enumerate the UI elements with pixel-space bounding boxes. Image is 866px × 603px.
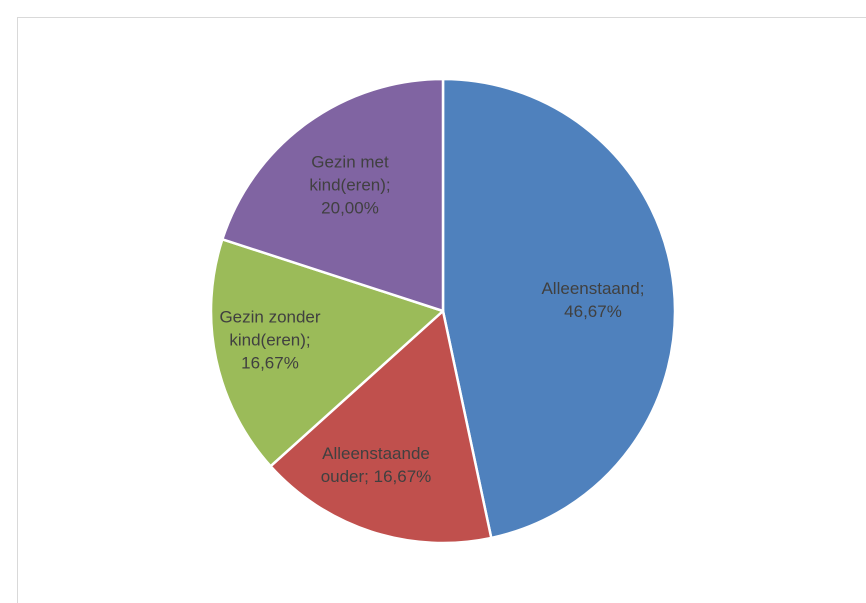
pie-slice [209, 238, 445, 468]
category-name: Alleenstaand [541, 279, 640, 298]
label-separator: ; [364, 467, 369, 486]
category-name: Gezin met kind(eren) [309, 152, 389, 195]
pie-slice [441, 77, 677, 540]
category-name: Alleenstaande ouder [320, 444, 430, 486]
data-label: Gezin zonder kind(eren); 16,67% [213, 306, 328, 375]
label-separator: ; [639, 279, 645, 298]
label-separator: ; [385, 175, 391, 195]
label-separator: ; [305, 330, 311, 350]
category-name: Gezin zonder kind(eren) [219, 307, 321, 350]
data-label: Alleenstaand; 46,67% [523, 277, 663, 323]
chart-frame [17, 17, 866, 603]
value-label: 16,67% [241, 353, 299, 373]
value-label: 16,67% [373, 467, 432, 486]
value-label: 20,00% [321, 198, 379, 218]
data-label: Gezin met kind(eren); 20,00% [298, 151, 403, 220]
value-label: 46,67% [564, 302, 622, 321]
data-label: Alleenstaande ouder; 16,67% [311, 442, 441, 488]
pie-slice [269, 309, 493, 545]
pie-slice [221, 77, 445, 313]
